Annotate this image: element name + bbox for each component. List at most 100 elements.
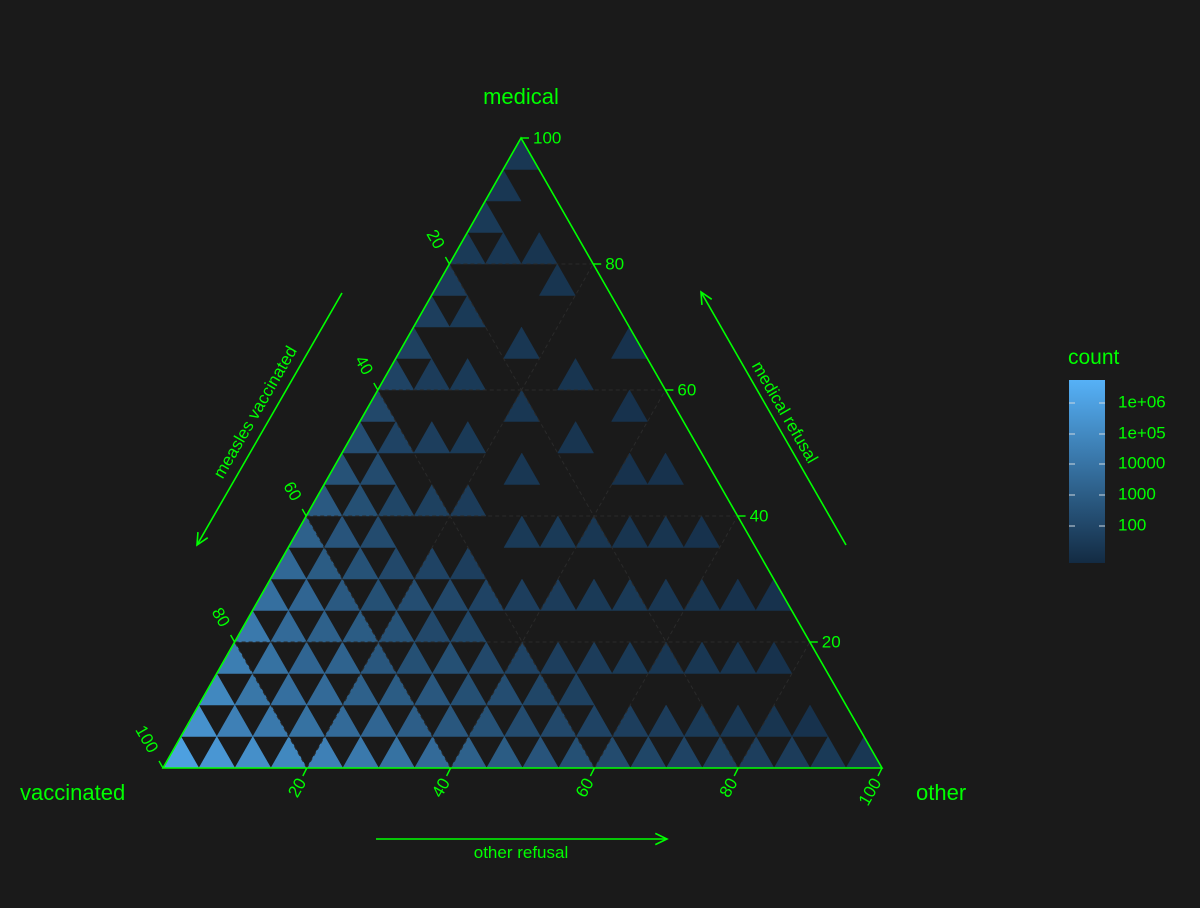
triangle-frame [161,136,884,769]
heatmap-cell [503,326,540,359]
tick-mark [733,767,739,777]
heatmap-cell [719,578,757,611]
heatmap-cell [359,578,397,611]
heatmap-cell [377,546,415,580]
vertex-label-other: other [916,780,966,805]
heatmap-cell [287,578,325,611]
heatmap-cell [791,704,829,737]
heatmap-cell [575,641,613,674]
tick-label-medical: 60 [677,380,696,399]
heatmap-cell [288,704,326,737]
heatmap-cell [539,515,577,548]
grid-line [593,515,739,769]
tick-mark [373,382,379,391]
heatmap-cell [683,641,721,674]
grid-line [377,389,595,769]
arrow-other-refusal [376,832,669,846]
heatmap-cell [270,609,307,643]
grid-line [450,389,666,769]
arrow-measles-vaccinated [196,292,343,547]
heatmap-cell [539,704,577,737]
heatmap-cell [359,515,397,548]
heatmap-cell [324,641,361,674]
tick-label-medical: 40 [750,506,769,525]
heatmap-cell [341,546,379,580]
heatmap-cell [611,389,648,422]
heatmap-cell [306,609,343,643]
heatmap-cell [341,483,379,517]
heatmap-cell [647,578,685,611]
legend-title: count [1068,346,1120,369]
heatmap-cell [449,357,487,391]
heatmap-cell [324,704,362,737]
heatmap-cell [431,578,469,611]
legend-label: 1000 [1118,484,1156,503]
heatmap-cell [503,578,541,611]
heatmap-cell [449,420,487,454]
heatmap-cell [683,515,721,548]
heatmap-cell [611,515,649,548]
heatmap-cell [468,704,505,737]
heatmap-cell [395,641,433,674]
heatmap-cell [467,641,505,674]
heatmap-cells [162,137,883,769]
heatmap-cell [377,483,415,517]
heatmap-cell [755,704,793,737]
tick-mark [877,767,883,777]
heatmap-cell [234,672,272,706]
tick-mark [302,767,308,777]
heatmap-cell [503,704,541,737]
heatmap-cell [683,704,721,737]
heatmap-cell [484,231,522,265]
legend-label: 1e+05 [1118,423,1166,442]
vertex-label-medical: medical [483,84,559,109]
heatmap-cell [719,704,757,737]
heatmap-cell [270,672,308,706]
tick-mark [589,767,596,777]
legend-colorbar [1069,380,1105,563]
axis-title-other-refusal: other refusal [474,843,569,862]
heatmap-cell [413,357,451,391]
tick-mark [444,256,451,265]
heatmap-cell [521,672,559,706]
heatmap-cell [378,672,415,706]
heatmap-cell [575,515,613,548]
arrow-medical-refusal [700,290,847,546]
heatmap-cell [414,672,451,706]
heatmap-cell [413,420,451,454]
heatmap-cell [449,672,487,706]
heatmap-cell [611,641,649,674]
heatmap-cell [396,704,434,737]
triangle-outline [161,136,884,769]
heatmap-cell [575,578,613,611]
heatmap-cell [485,672,523,706]
tick-label-medical: 100 [533,128,561,147]
heatmap-cell [538,263,576,296]
grid-line [234,641,308,769]
heatmap-cell [413,546,451,580]
heatmap-cell [647,704,685,737]
heatmap-cell [647,515,685,548]
heatmap-cell [557,672,595,706]
heatmap-cell [360,704,398,737]
heatmap-cell [216,704,254,737]
heatmap-cell [342,672,380,706]
tick-mark [445,767,452,777]
heatmap-cell [503,452,541,485]
heatmap-cell [432,704,469,737]
heatmap-cell [539,641,577,674]
heatmap-cell [323,515,361,548]
heatmap-cell [520,231,558,265]
heatmap-cell [306,672,344,706]
legend-label: 1e+06 [1118,392,1166,411]
heatmap-cell [359,452,397,485]
heatmap-cell [431,641,469,674]
tick-mark [229,634,236,643]
heatmap-cell [252,704,290,737]
tick-label-medical: 20 [822,632,841,651]
heatmap-cell [288,641,326,674]
legend-label: 100 [1118,515,1146,534]
legend-label: 10000 [1118,453,1165,472]
axis-arrows [196,290,847,846]
